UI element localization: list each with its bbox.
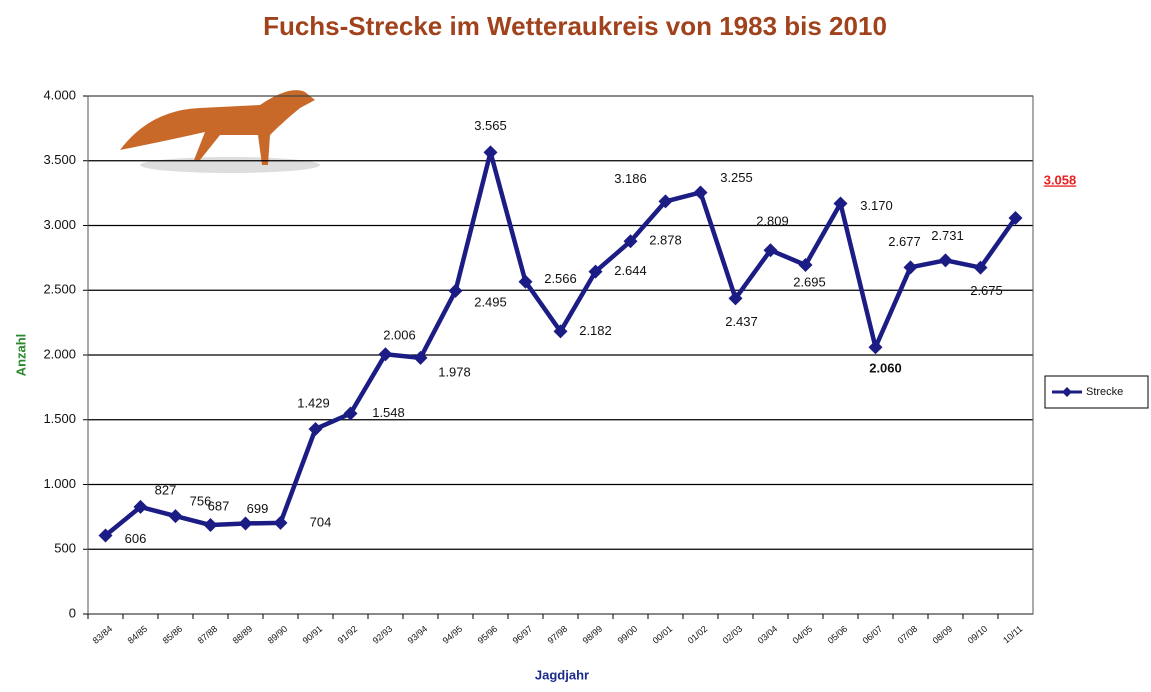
legend-label: Strecke [1086, 386, 1123, 398]
data-label: 1.978 [438, 364, 471, 379]
y-tick-label: 1.000 [43, 476, 76, 491]
y-tick-label: 0 [69, 605, 76, 620]
x-tick-label: 97/98 [546, 624, 570, 646]
x-tick-label: 89/90 [266, 624, 290, 646]
y-tick-label: 2.000 [43, 346, 76, 361]
data-label: 3.170 [860, 198, 893, 213]
x-axis-label: Jagdjahr [535, 667, 589, 682]
data-label: 704 [310, 514, 332, 529]
data-point [763, 243, 778, 258]
x-tick-label: 06/07 [861, 624, 885, 646]
x-tick-label: 00/01 [651, 624, 675, 646]
x-tick-label: 10/11 [1001, 624, 1024, 646]
data-label: 827 [155, 482, 177, 497]
data-point [938, 253, 953, 268]
data-point [553, 324, 568, 339]
data-label: 3.058 [1044, 172, 1077, 187]
y-tick-label: 2.500 [43, 282, 76, 297]
data-point [378, 347, 393, 362]
data-point [273, 515, 288, 530]
y-tick-label: 3.500 [43, 152, 76, 167]
data-point [588, 264, 603, 279]
data-point [973, 260, 988, 275]
y-tick-label: 500 [54, 541, 76, 556]
data-label: 2.495 [474, 294, 507, 309]
x-tick-label: 09/10 [966, 624, 990, 646]
data-label: 3.186 [614, 171, 647, 186]
data-point [238, 516, 253, 531]
x-tick-label: 90/91 [301, 624, 325, 646]
fox-illustration [108, 82, 338, 182]
chart-title: Fuchs-Strecke im Wetteraukreis von 1983 … [263, 11, 887, 41]
x-tick-label: 91/92 [336, 624, 360, 646]
x-tick-label: 83/84 [91, 624, 115, 646]
x-tick-label: 05/06 [826, 624, 850, 646]
x-tick-label: 07/08 [896, 624, 920, 646]
x-tick-label: 85/86 [161, 624, 185, 646]
x-tick-label: 02/03 [721, 624, 745, 646]
data-point [413, 350, 428, 365]
x-tick-label: 01/02 [686, 624, 710, 646]
x-tick-label: 04/05 [791, 624, 815, 646]
data-label: 2.182 [579, 323, 612, 338]
y-tick-label: 4.000 [43, 87, 76, 102]
x-tick-label: 03/04 [756, 624, 780, 646]
data-label: 1.429 [297, 395, 330, 410]
data-point [518, 274, 533, 289]
y-tick-label: 3.000 [43, 217, 76, 232]
data-label: 3.255 [720, 170, 753, 185]
data-label: 1.548 [372, 405, 405, 420]
data-point [868, 340, 883, 355]
x-tick-label: 87/88 [196, 624, 220, 646]
y-tick-label: 1.500 [43, 411, 76, 426]
data-label: 687 [208, 498, 230, 513]
data-point [448, 283, 463, 298]
data-label: 699 [247, 501, 269, 516]
x-tick-label: 95/96 [476, 624, 500, 646]
data-point [483, 145, 498, 160]
data-label: 2.060 [869, 361, 902, 376]
data-point [343, 406, 358, 421]
x-tick-label: 98/99 [581, 624, 605, 646]
data-label: 2.677 [888, 234, 921, 249]
data-label: 2.644 [614, 263, 647, 278]
data-label: 2.675 [970, 283, 1003, 298]
data-label: 2.006 [383, 328, 416, 343]
data-point [98, 528, 113, 543]
data-point [623, 234, 638, 249]
data-point [133, 499, 148, 514]
x-tick-label: 93/94 [406, 624, 430, 646]
data-point [308, 421, 323, 436]
legend-marker [1062, 387, 1072, 397]
x-tick-label: 92/93 [371, 624, 395, 646]
x-tick-label: 99/00 [616, 624, 640, 646]
data-label: 2.566 [544, 271, 577, 286]
x-tick-label: 88/89 [231, 624, 255, 646]
data-point [798, 257, 813, 272]
data-label: 2.437 [725, 314, 758, 329]
data-point [903, 260, 918, 275]
plot-border [87, 95, 1034, 615]
data-label: 3.565 [474, 118, 507, 133]
data-label: 2.731 [931, 228, 964, 243]
data-point [693, 185, 708, 200]
data-label: 606 [125, 531, 147, 546]
data-point [203, 518, 218, 533]
x-tick-label: 94/95 [441, 624, 465, 646]
x-tick-label: 08/09 [931, 624, 955, 646]
data-point [658, 194, 673, 209]
data-label: 2.809 [756, 214, 789, 229]
data-label: 2.695 [793, 274, 826, 289]
data-point [728, 291, 743, 306]
data-point [1008, 210, 1023, 225]
x-tick-label: 96/97 [511, 624, 535, 646]
data-label: 756 [190, 494, 212, 509]
y-axis-label: Anzahl [13, 334, 28, 377]
data-point [833, 196, 848, 211]
x-tick-label: 84/85 [126, 624, 150, 646]
data-label: 2.878 [649, 233, 682, 248]
data-point [168, 509, 183, 524]
